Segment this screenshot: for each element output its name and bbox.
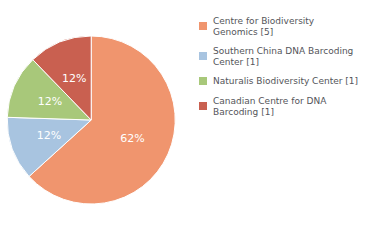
svg-text:Genomics [5]: Genomics [5] bbox=[213, 27, 273, 37]
svg-text:Centre for Biodiversity: Centre for Biodiversity bbox=[213, 16, 315, 26]
svg-text:Center [1]: Center [1] bbox=[213, 57, 259, 67]
svg-text:12%: 12% bbox=[37, 129, 61, 142]
svg-text:Canadian Centre for DNA: Canadian Centre for DNA bbox=[213, 96, 327, 106]
svg-text:12%: 12% bbox=[62, 72, 86, 85]
svg-text:12%: 12% bbox=[38, 95, 62, 108]
svg-text:62%: 62% bbox=[120, 132, 144, 145]
svg-text:Barcoding [1]: Barcoding [1] bbox=[213, 107, 274, 117]
svg-text:Southern China DNA Barcoding: Southern China DNA Barcoding bbox=[213, 46, 353, 56]
svg-text:Naturalis Biodiversity Center: Naturalis Biodiversity Center [1] bbox=[213, 76, 358, 86]
